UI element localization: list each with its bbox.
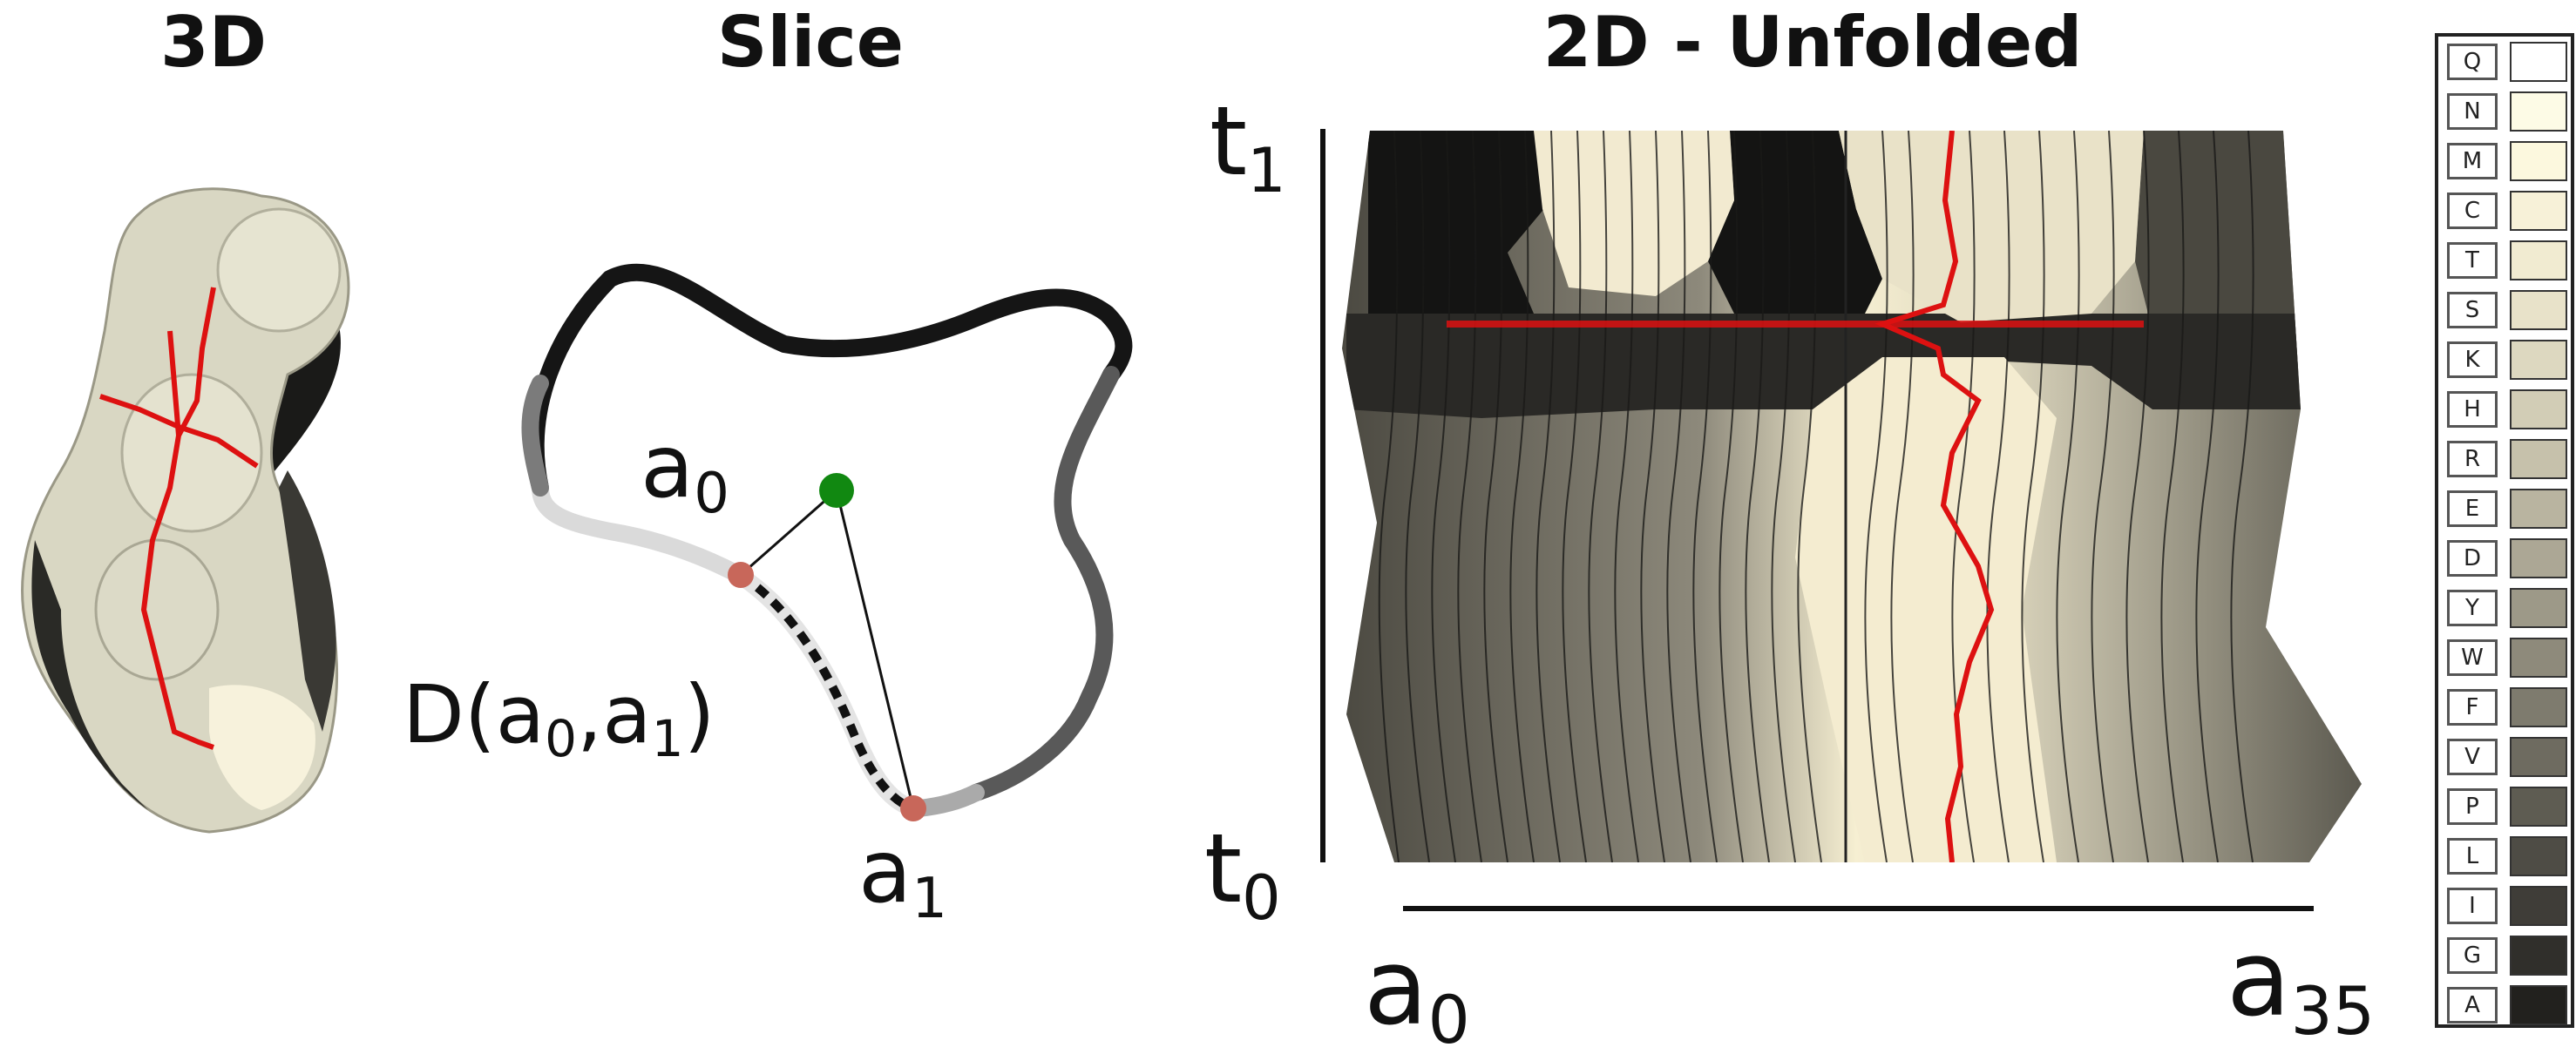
dark-region-top-mid <box>1708 131 1882 366</box>
legend-letter: W <box>2447 639 2498 676</box>
light-center-column <box>1795 357 2057 862</box>
surface-shadow-left <box>31 540 148 810</box>
legend-swatch <box>2510 737 2567 777</box>
legend-row: N <box>2438 86 2571 136</box>
legend-row: T <box>2438 235 2571 285</box>
legend-row: Q <box>2438 37 2571 86</box>
legend-letter: E <box>2447 490 2498 527</box>
legend-letter: I <box>2447 888 2498 924</box>
unfolded-map <box>1342 131 2362 862</box>
legend-row: I <box>2438 881 2571 930</box>
legend-row: P <box>2438 781 2571 831</box>
geodesic-dotted-path <box>738 571 915 813</box>
legend-letter: V <box>2447 739 2498 775</box>
contour-dark <box>526 263 1133 497</box>
legend-swatch <box>2510 91 2567 132</box>
legend-swatch <box>2510 439 2567 479</box>
legend-letter: K <box>2447 341 2498 378</box>
label-t0: t0 <box>1204 813 1281 934</box>
contour-lines <box>1378 131 2254 862</box>
legend-swatch <box>2510 538 2567 578</box>
legend-row: C <box>2438 186 2571 235</box>
tracked-red-path <box>1874 131 1995 862</box>
legend-row: Y <box>2438 583 2571 632</box>
legend-letter: D <box>2447 540 2498 577</box>
legend-swatch <box>2510 638 2567 678</box>
legend-swatch <box>2510 836 2567 876</box>
legend-letter: C <box>2447 193 2498 229</box>
legend-row: K <box>2438 334 2571 384</box>
label-a0: a0 <box>641 416 729 526</box>
legend-swatch <box>2510 240 2567 280</box>
legend-row: D <box>2438 533 2571 583</box>
legend-swatch <box>2510 191 2567 231</box>
legend-row: W <box>2438 632 2571 682</box>
surface-blob-mid <box>120 373 263 533</box>
centroid-point <box>819 473 854 508</box>
endpoint-a1 <box>900 795 926 821</box>
label-a-start: a0 <box>1364 928 1470 1054</box>
legend-letter: F <box>2447 689 2498 726</box>
title-unfolded: 2D - Unfolded <box>1542 2 2083 83</box>
legend-swatch <box>2510 588 2567 628</box>
legend-row: V <box>2438 732 2571 781</box>
contour-grey-left <box>521 375 549 497</box>
legend-letter: P <box>2447 788 2498 825</box>
legend-swatch <box>2510 936 2567 976</box>
label-a1: a1 <box>858 821 947 931</box>
legend-swatch <box>2510 340 2567 380</box>
legend-swatch <box>2510 42 2567 82</box>
surface-blob-low <box>94 538 220 681</box>
legend-swatch <box>2510 389 2567 429</box>
legend-swatch <box>2510 985 2567 1025</box>
contour-highlight <box>730 566 922 817</box>
legend-row: G <box>2438 930 2571 980</box>
legend-row: E <box>2438 483 2571 533</box>
dark-band <box>1346 314 2309 418</box>
legend-swatch <box>2510 886 2567 926</box>
light-top-right <box>1839 131 2144 322</box>
legend-row: M <box>2438 136 2571 186</box>
legend-letter: Q <box>2447 44 2498 80</box>
legend-letter: S <box>2447 292 2498 328</box>
legend-swatch <box>2510 687 2567 727</box>
legend-row: A <box>2438 980 2571 1030</box>
legend-letter: T <box>2447 242 2498 279</box>
legend-swatch <box>2510 290 2567 330</box>
protein-3d-surface <box>21 187 350 834</box>
legend-letter: Y <box>2447 590 2498 626</box>
endpoint-a0 <box>728 562 754 588</box>
label-a-end: a35 <box>2227 919 2375 1050</box>
legend-row: R <box>2438 434 2571 483</box>
slice-chords <box>740 489 915 809</box>
legend-row: H <box>2438 384 2571 434</box>
legend-letter: A <box>2447 987 2498 1024</box>
legend-letter: M <box>2447 143 2498 179</box>
surface-shadow-right <box>279 470 336 732</box>
dark-region-top-left <box>1368 131 1551 366</box>
surface-blob-top <box>216 207 342 333</box>
label-distance: D(a0,a1) <box>403 668 715 768</box>
surface-bright-patch <box>209 685 315 810</box>
contour-mid-bottom <box>911 784 985 817</box>
legend-swatch <box>2510 787 2567 827</box>
legend-letter: N <box>2447 93 2498 130</box>
contour-light-left <box>532 479 748 584</box>
title-3d: 3D <box>159 2 268 83</box>
legend-swatch <box>2510 141 2567 181</box>
contour-grey-right <box>967 366 1120 801</box>
legend-row: S <box>2438 285 2571 334</box>
legend-letter: H <box>2447 391 2498 428</box>
title-slice: Slice <box>716 2 905 83</box>
legend-letter: R <box>2447 441 2498 477</box>
legend-row: L <box>2438 831 2571 881</box>
legend-letter: L <box>2447 838 2498 875</box>
legend-row: F <box>2438 682 2571 732</box>
backbone-path-3d <box>99 287 259 750</box>
label-t1: t1 <box>1210 85 1286 206</box>
legend-swatch <box>2510 489 2567 529</box>
legend-letter: G <box>2447 937 2498 974</box>
